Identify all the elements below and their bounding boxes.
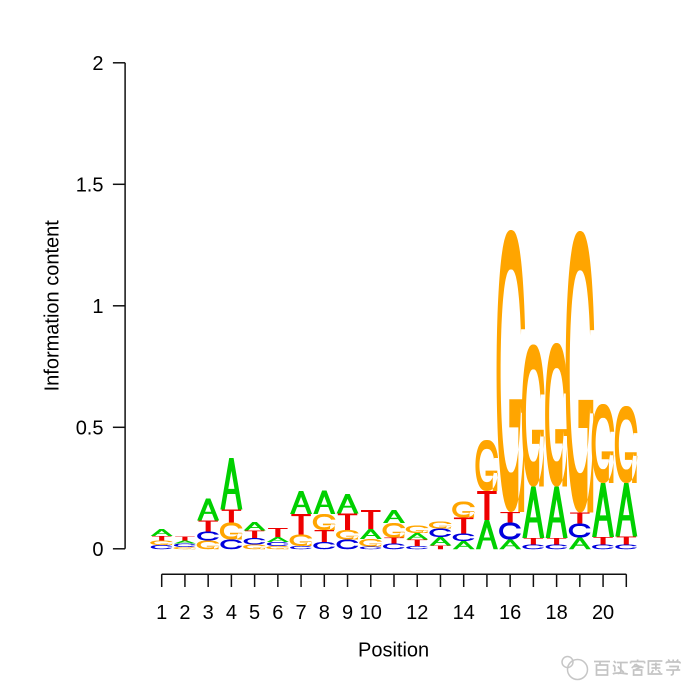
svg-text:16: 16 [499, 602, 521, 624]
svg-text:0.5: 0.5 [76, 418, 104, 440]
svg-text:1.5: 1.5 [76, 175, 104, 197]
svg-text:0: 0 [92, 539, 103, 561]
svg-text:20: 20 [592, 602, 614, 624]
svg-text:8: 8 [319, 602, 330, 624]
svg-text:14: 14 [453, 602, 475, 624]
svg-text:6: 6 [272, 602, 283, 624]
svg-text:9: 9 [342, 602, 353, 624]
svg-text:Information content: Information content [42, 220, 64, 392]
svg-text:10: 10 [360, 602, 382, 624]
svg-text:Position: Position [358, 640, 429, 662]
svg-text:4: 4 [226, 602, 237, 624]
svg-text:3: 3 [203, 602, 214, 624]
svg-text:2: 2 [92, 53, 103, 75]
svg-text:5: 5 [249, 602, 260, 624]
svg-text:1: 1 [156, 602, 167, 624]
svg-text:7: 7 [296, 602, 307, 624]
svg-text:2: 2 [179, 602, 190, 624]
svg-text:18: 18 [545, 602, 567, 624]
svg-text:12: 12 [406, 602, 428, 624]
svg-text:1: 1 [92, 296, 103, 318]
